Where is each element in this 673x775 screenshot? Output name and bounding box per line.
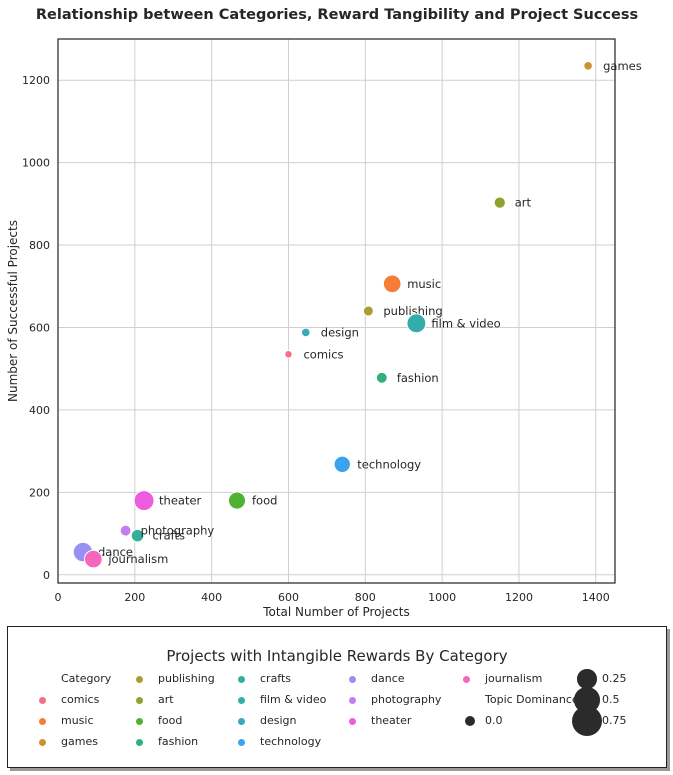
- data-label: fashion: [397, 371, 439, 385]
- data-point-photography: [119, 524, 132, 537]
- legend-entry: technology: [260, 735, 322, 748]
- legend-header: Topic Dominance: [485, 693, 579, 706]
- legend-marker: [577, 669, 597, 689]
- data-label: design: [321, 325, 359, 339]
- x-tick-label: 800: [355, 591, 376, 604]
- chart-title: Relationship between Categories, Reward …: [36, 7, 638, 23]
- data-label: games: [603, 59, 642, 73]
- data-point-games: [583, 60, 593, 71]
- legend-marker: [136, 696, 143, 704]
- legend-entry: publishing: [158, 672, 215, 685]
- legend-marker: [39, 738, 46, 746]
- legend-title: Projects with Intangible Rewards By Cate…: [166, 647, 508, 665]
- legend-marker: [238, 738, 245, 746]
- scatter-chart: Relationship between Categories, Reward …: [6, 7, 642, 619]
- data-point-music: [382, 274, 402, 294]
- legend-entry: dance: [371, 672, 405, 685]
- x-tick-label: 1200: [505, 591, 533, 604]
- legend-marker: [349, 717, 356, 725]
- data-label: art: [515, 196, 532, 210]
- x-tick-label: 1400: [582, 591, 610, 604]
- data-point-art: [493, 196, 506, 209]
- data-point-technology: [333, 455, 351, 473]
- data-label: technology: [357, 457, 421, 471]
- data-point-food: [227, 491, 247, 510]
- legend-marker: [463, 675, 470, 683]
- data-point-design: [300, 327, 311, 338]
- legend-entry: 0.75: [602, 714, 627, 727]
- x-tick-label: 600: [278, 591, 299, 604]
- legend-marker: [39, 696, 46, 704]
- legend-marker: [349, 696, 356, 704]
- legend-marker: [238, 675, 245, 683]
- data-label: music: [407, 277, 441, 291]
- data-point-crafts: [130, 528, 145, 543]
- legend-marker: [136, 738, 143, 746]
- legend-entry: film & video: [260, 693, 327, 706]
- legend-entry: journalism: [485, 672, 543, 685]
- y-tick-label: 800: [29, 239, 50, 252]
- data-point-comics: [284, 350, 293, 359]
- y-tick-label: 400: [29, 404, 50, 417]
- legend-entry: comics: [61, 693, 100, 706]
- legend-entry: 0.5: [602, 693, 620, 706]
- legend-entry: crafts: [260, 672, 292, 685]
- legend-marker: [464, 715, 476, 727]
- legend-entry: photography: [371, 693, 442, 706]
- data-label: dance: [98, 545, 133, 559]
- data-point-publishing: [362, 305, 374, 317]
- legend-entry: fashion: [158, 735, 199, 748]
- data-label: theater: [159, 494, 202, 508]
- data-point-film-video: [406, 313, 427, 334]
- data-label: crafts: [153, 529, 185, 543]
- data-label: food: [252, 494, 277, 508]
- legend-marker: [39, 717, 46, 725]
- legend-header: Category: [61, 672, 112, 685]
- x-tick-label: 200: [124, 591, 145, 604]
- legend-marker: [136, 717, 143, 725]
- legend-entry: art: [158, 693, 174, 706]
- data-label: comics: [303, 347, 343, 361]
- data-label: publishing: [383, 304, 442, 318]
- x-axis-label: Total Number of Projects: [262, 605, 410, 619]
- x-tick-label: 0: [55, 591, 62, 604]
- legend-entry: music: [61, 714, 94, 727]
- legend-marker: [238, 696, 245, 704]
- y-tick-label: 1000: [22, 157, 50, 170]
- legend-marker: [571, 705, 603, 737]
- legend-marker: [136, 675, 143, 683]
- data-point-journalism: [84, 549, 103, 569]
- legend-entry: food: [158, 714, 183, 727]
- y-tick-label: 200: [29, 486, 50, 499]
- y-tick-label: 0: [43, 569, 50, 582]
- legend-box: Projects with Intangible Rewards By Cate…: [7, 626, 667, 768]
- y-tick-label: 1200: [22, 74, 50, 87]
- y-tick-label: 600: [29, 321, 50, 334]
- data-label: photography: [141, 524, 215, 538]
- y-axis-label: Number of Successful Projects: [6, 220, 20, 402]
- data-point-theater: [133, 490, 155, 512]
- legend-marker: [349, 675, 356, 683]
- legend-entry: 0.0: [485, 714, 503, 727]
- legend-entry: 0.25: [602, 672, 627, 685]
- legend-entry: design: [260, 714, 297, 727]
- plot-frame: [57, 38, 616, 584]
- data-point-fashion: [375, 371, 388, 384]
- legend-entry: theater: [371, 714, 412, 727]
- data-label: film & video: [431, 316, 500, 330]
- legend-marker: [238, 717, 245, 725]
- x-tick-label: 400: [201, 591, 222, 604]
- legend-entry: games: [61, 735, 98, 748]
- x-tick-label: 1000: [428, 591, 456, 604]
- data-label: journalism: [107, 552, 168, 566]
